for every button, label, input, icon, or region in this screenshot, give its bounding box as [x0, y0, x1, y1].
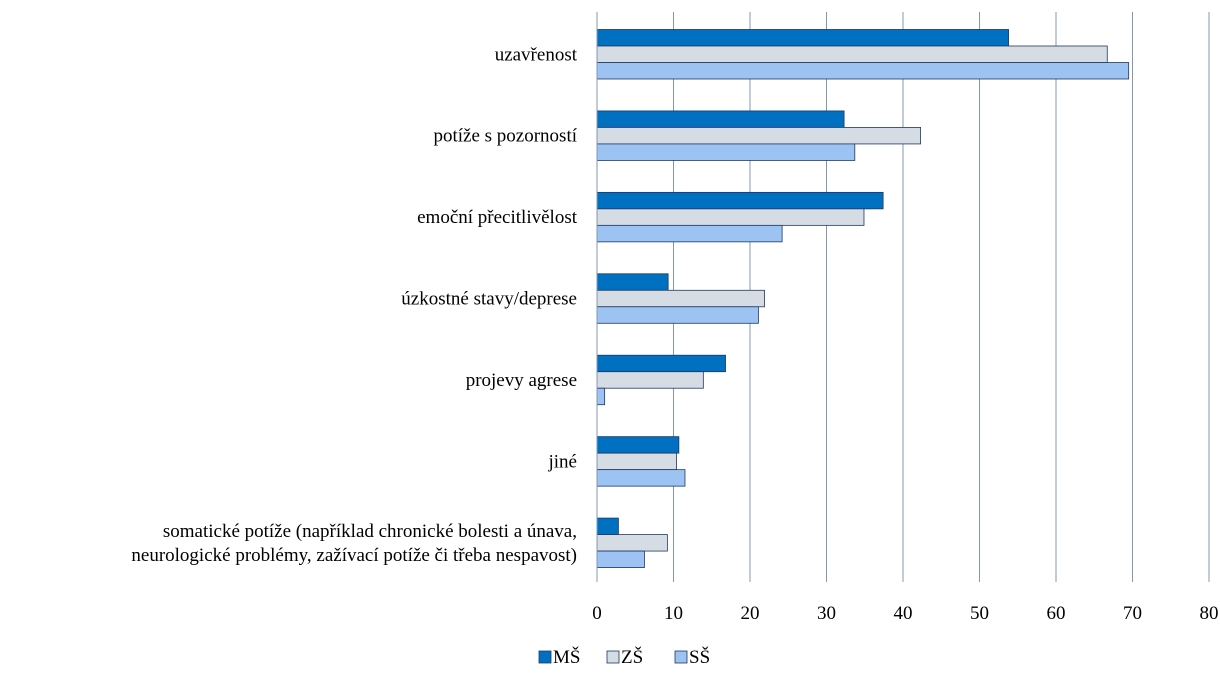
x-tick-label: 0	[592, 603, 602, 624]
category-label: projevy agrese	[466, 370, 577, 391]
legend-label: MŠ	[553, 646, 580, 668]
x-tick-label: 10	[664, 603, 683, 624]
category-label: úzkostné stavy/deprese	[401, 289, 577, 310]
tick-labels: 0 10 20 30 40 50 60 70 80	[592, 603, 1218, 624]
bar-ms	[596, 29, 1009, 47]
x-tick-label: 60	[1047, 603, 1066, 624]
bar-zs	[596, 534, 668, 552]
bar-ss	[596, 387, 606, 406]
category-label-line: somatické potíže (například chronické bo…	[163, 521, 577, 542]
bar-ms	[596, 517, 619, 535]
category-label: emoční přecitlivělost	[417, 207, 578, 228]
legend-swatch	[538, 650, 552, 664]
bar-zs	[596, 45, 1108, 63]
x-tick-label: 30	[817, 603, 836, 624]
category-label-line: emoční přecitlivělost	[417, 207, 578, 228]
bar-zs	[596, 452, 677, 471]
category-label: potíže s pozorností	[433, 126, 577, 147]
bar-ss	[596, 550, 645, 568]
bar-ss	[596, 224, 783, 243]
bar-ss	[596, 306, 759, 324]
gridlines	[673, 12, 1210, 582]
bar-zs	[596, 371, 704, 389]
category-labels: uzavřenost potíže s pozorností emoční přec…	[131, 44, 577, 566]
x-tick-label: 80	[1200, 603, 1219, 624]
category-label: somatické potíže (například chronické bo…	[131, 521, 577, 566]
bars	[596, 29, 1130, 568]
legend-label: ZŠ	[621, 646, 643, 668]
legend-swatch	[674, 650, 688, 664]
x-tick-label: 50	[970, 603, 989, 624]
bar-zs	[596, 208, 865, 226]
category-label-line: úzkostné stavy/deprese	[401, 289, 577, 310]
bar-ss	[596, 469, 686, 487]
category-label: jiné	[548, 451, 578, 472]
category-label-line: jiné	[548, 451, 578, 472]
bar-ms	[596, 191, 884, 210]
bar-ms	[596, 273, 669, 291]
category-label-line: neurologické problémy, zažívací potíže č…	[131, 545, 577, 566]
x-tick-label: 70	[1123, 603, 1142, 624]
legend-label: SŠ	[689, 646, 710, 668]
bar-ms	[596, 110, 845, 128]
legend: MŠ ZŠ SŠ	[538, 646, 710, 668]
bar-ss	[596, 62, 1130, 80]
bar-zs	[596, 289, 765, 308]
category-label: uzavřenost	[495, 44, 578, 65]
bar-ms	[596, 436, 680, 454]
bar-ss	[596, 143, 856, 161]
bar-zs	[596, 127, 921, 145]
bar-ms	[596, 354, 726, 373]
x-tick-label: 20	[741, 603, 760, 624]
category-label-line: projevy agrese	[466, 370, 577, 391]
x-tick-label: 40	[894, 603, 913, 624]
category-label-line: uzavřenost	[495, 44, 578, 65]
category-label-line: potíže s pozorností	[433, 126, 577, 147]
legend-swatch	[606, 650, 620, 664]
